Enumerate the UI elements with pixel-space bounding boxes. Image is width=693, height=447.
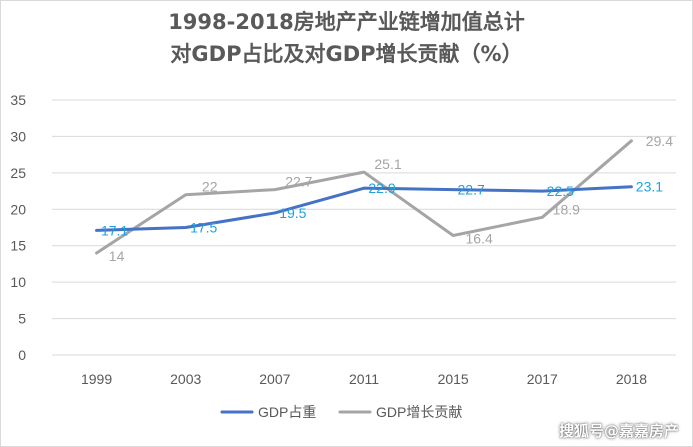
data-label: 22.9 xyxy=(368,180,395,196)
data-label: 14 xyxy=(109,248,125,264)
data-label: 22.7 xyxy=(458,182,485,198)
x-tick-label: 2018 xyxy=(616,371,647,387)
series-line-gdp-share xyxy=(95,185,633,232)
x-tick-label: 2007 xyxy=(259,371,290,387)
data-label: 22 xyxy=(202,179,218,195)
data-label: 23.1 xyxy=(636,179,663,195)
legend-item-gdp-growth-contribution-label: GDP增长贡献 xyxy=(376,404,462,420)
y-tick-label: 10 xyxy=(10,274,26,290)
data-label: 25.1 xyxy=(374,156,401,172)
legend-item-gdp-share-label: GDP占重 xyxy=(258,404,316,420)
data-label: 17.5 xyxy=(190,220,217,236)
y-tick-label: 30 xyxy=(10,128,26,144)
x-tick-label: 2017 xyxy=(527,371,558,387)
data-label: 29.4 xyxy=(646,133,673,149)
series-line-gdp-growth-contribution xyxy=(95,139,633,255)
x-tick-label: 2011 xyxy=(349,371,379,387)
watermark-text: 搜狐号@嘉嘉房产 xyxy=(558,422,679,440)
data-label: 18.9 xyxy=(553,201,580,217)
data-label: 17.1 xyxy=(101,222,128,238)
y-tick-label: 20 xyxy=(10,201,26,217)
chart-title-line-2: 对GDP占比及对GDP增长贡献（%） xyxy=(170,42,523,66)
y-tick-label: 35 xyxy=(10,92,26,108)
x-tick-label: 1999 xyxy=(81,371,112,387)
data-label: 19.5 xyxy=(279,205,306,221)
x-tick-label: 2015 xyxy=(438,371,469,387)
y-tick-label: 15 xyxy=(10,238,26,254)
x-tick-label: 2003 xyxy=(170,371,201,387)
data-label: 22.5 xyxy=(547,183,574,199)
chart-title-line-1: 1998-2018房地产产业链增加值总计 xyxy=(168,10,525,34)
y-tick-label: 0 xyxy=(18,347,26,363)
y-tick-label: 25 xyxy=(10,165,26,181)
y-tick-label: 5 xyxy=(18,311,26,327)
data-label: 22.7 xyxy=(285,174,312,190)
data-label: 16.4 xyxy=(466,231,493,247)
chart-title: 1998-2018房地产产业链增加值总计 对GDP占比及对GDP增长贡献（%） xyxy=(0,6,693,70)
